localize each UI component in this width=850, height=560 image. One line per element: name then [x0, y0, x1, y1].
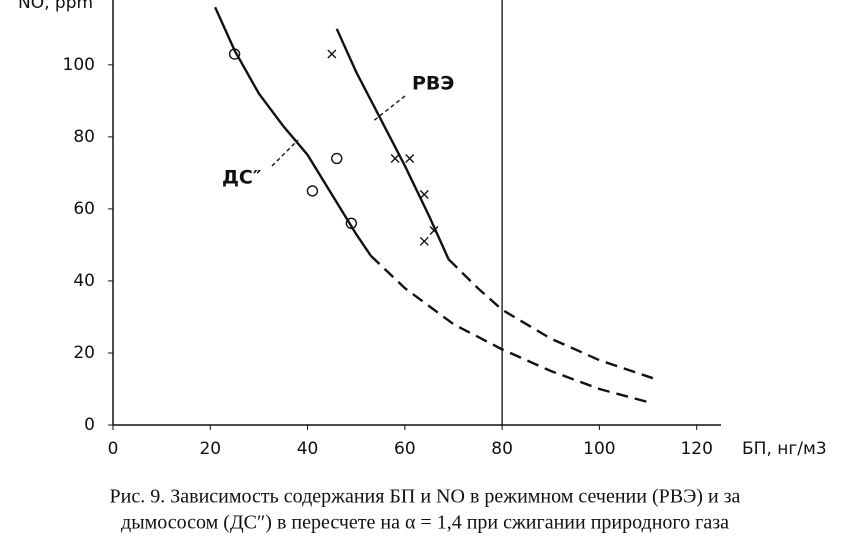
leader-line	[271, 139, 299, 167]
caption: дымососом (ДС″) в пересчете на α = 1,4 п…	[121, 512, 729, 534]
cross-marker	[405, 153, 415, 163]
caption: Рис. 9. Зависимость содержания БП и NO в…	[110, 486, 741, 508]
circle-marker	[331, 152, 343, 165]
dashed-curve	[447, 258, 654, 380]
y-tick-label: 100	[63, 55, 95, 75]
cross-marker	[429, 226, 439, 236]
x-axis-title: БП, нг/м3	[742, 439, 827, 459]
solid-curve	[214, 6, 372, 257]
circle-marker	[345, 217, 358, 230]
dashed-curve	[369, 254, 654, 405]
leader-line	[371, 95, 406, 123]
x-tick-label: 100	[583, 439, 615, 459]
cross-marker	[390, 153, 400, 163]
y-tick-label: 80	[73, 127, 95, 147]
solid-curve	[335, 28, 450, 260]
y-axis-title: NO, ppm	[18, 0, 93, 13]
x-tick-label: 20	[199, 439, 221, 459]
circle-marker	[306, 185, 319, 197]
cross-marker	[419, 189, 429, 199]
cross-marker	[327, 49, 337, 59]
y-tick-label: 60	[73, 199, 95, 219]
x-tick-label: 0	[108, 439, 119, 459]
circle-marker	[228, 48, 241, 60]
series-label: РВЭ	[412, 73, 454, 95]
y-tick-label: 40	[73, 271, 95, 291]
cross-marker	[419, 236, 429, 246]
series-label: ДС″	[222, 167, 262, 189]
y-tick-label: 20	[73, 343, 95, 363]
x-tick-label: 120	[680, 439, 712, 459]
x-tick-label: 60	[394, 439, 416, 459]
y-tick-label: 0	[84, 415, 95, 435]
x-tick-label: 80	[491, 439, 513, 459]
x-tick-label: 40	[297, 439, 319, 459]
